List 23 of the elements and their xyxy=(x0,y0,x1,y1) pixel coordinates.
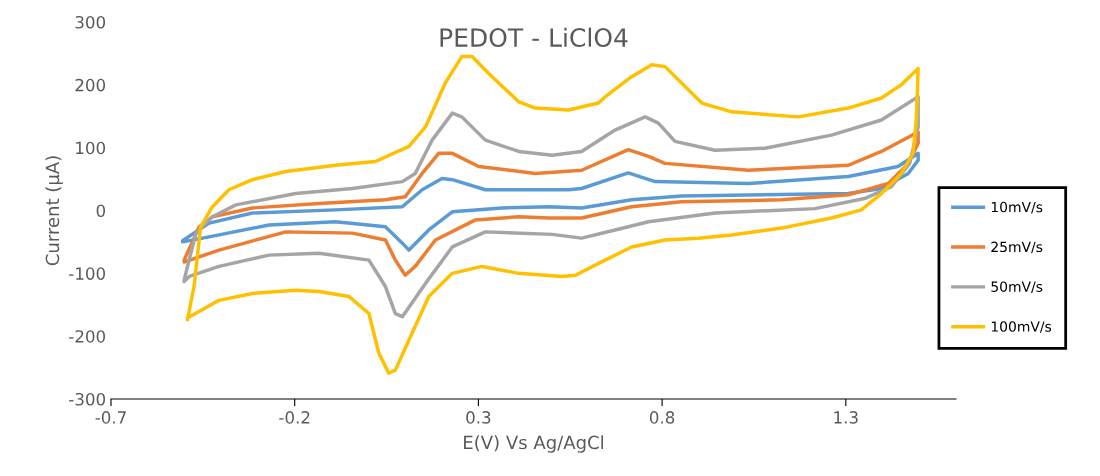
x-axis-title: E(V) Vs Ag/AgCl xyxy=(464,435,604,453)
x-tick-label: 1.3 xyxy=(834,411,858,424)
y-tick-label: 300 xyxy=(75,15,106,29)
line-series xyxy=(182,130,920,277)
legend-label: 25mV/s xyxy=(991,241,1043,254)
legend-label: 10mV/s xyxy=(991,201,1043,214)
legend-label: 100mV/s xyxy=(991,321,1052,333)
y-tick-label: 100 xyxy=(76,141,106,155)
x-tick-label: -0.7 xyxy=(95,411,126,424)
y-tick-label: -200 xyxy=(69,330,106,343)
x-tick-label: 0.3 xyxy=(466,411,491,424)
x-tick-label: -0.2 xyxy=(279,411,310,424)
y-tick-label: -300 xyxy=(69,392,106,406)
legend-label: 50mV/s xyxy=(991,281,1043,294)
line-series xyxy=(185,54,920,375)
y-tick-label: 0 xyxy=(96,204,106,218)
y-tick-label: -100 xyxy=(69,267,106,280)
y-axis-title: Current (µA) xyxy=(45,156,63,266)
line-series xyxy=(182,95,920,319)
x-tick-label: 0.8 xyxy=(649,411,675,424)
chart-title: PEDOT - LiClO4 xyxy=(440,27,628,48)
y-tick-label: 200 xyxy=(75,78,106,92)
line-series xyxy=(180,151,920,252)
